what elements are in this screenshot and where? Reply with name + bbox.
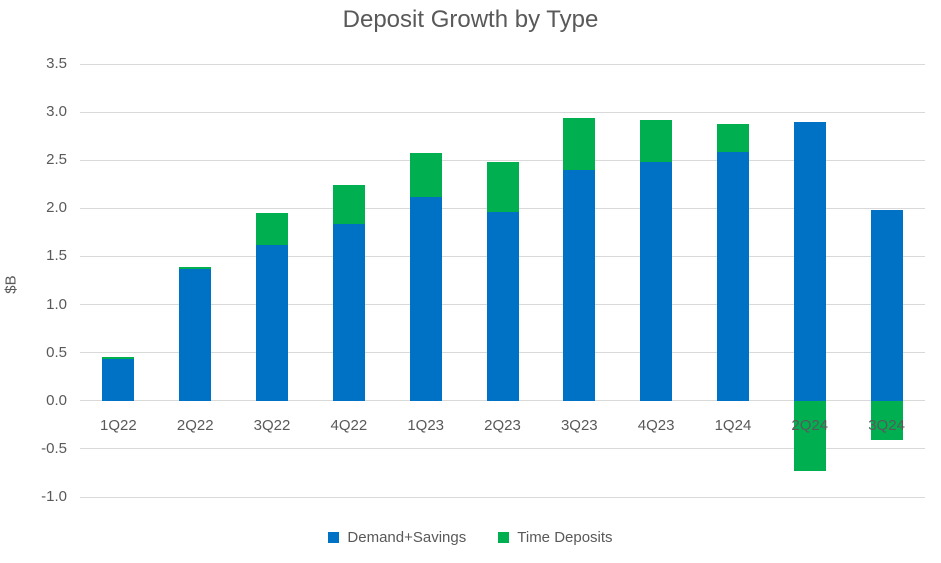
y-tick-label: 2.5 — [46, 151, 67, 169]
y-tick-label: -1.0 — [41, 488, 67, 505]
bar-segment-demand-savings — [486, 212, 519, 401]
x-tick-label: 2Q23 — [484, 416, 521, 434]
y-tick-label: -0.5 — [41, 439, 67, 457]
x-tick-label: 3Q24 — [868, 416, 905, 434]
x-tick-label: 1Q23 — [407, 416, 445, 434]
gridline — [80, 111, 925, 113]
bar-segment-demand-savings — [640, 162, 673, 401]
legend-swatch-icon — [328, 532, 340, 543]
bar-segment-time-deposits — [256, 213, 289, 245]
bar-segment-time-deposits — [563, 117, 596, 170]
bar-segment-demand-savings — [332, 223, 365, 401]
x-tick-label: 3Q22 — [253, 416, 291, 434]
legend-label: Time Deposits — [517, 529, 613, 546]
bar-segment-demand-savings — [179, 268, 212, 401]
bar-segment-time-deposits — [179, 267, 212, 269]
legend-swatch-icon — [498, 532, 510, 543]
gridline — [80, 400, 925, 402]
bar-segment-time-deposits — [640, 119, 673, 163]
legend-label: Demand+Savings — [347, 529, 467, 546]
y-tick-label: 1.0 — [46, 295, 67, 313]
x-tick-label: 2Q24 — [791, 416, 829, 434]
x-tick-label: 1Q24 — [714, 416, 752, 434]
bar-segment-time-deposits — [102, 357, 135, 360]
bar-segment-demand-savings — [716, 151, 749, 401]
x-tick-label: 3Q23 — [560, 416, 598, 434]
bar-segment-time-deposits — [332, 185, 365, 224]
bar-segment-demand-savings — [409, 196, 442, 401]
legend: Demand+Savings Time Deposits — [0, 529, 941, 546]
gridline — [80, 159, 925, 161]
bar-segment-time-deposits — [870, 400, 903, 441]
bar-segment-time-deposits — [409, 153, 442, 197]
bar-segment-demand-savings — [793, 121, 826, 401]
x-tick-label: 2Q22 — [176, 416, 214, 434]
y-tick-label: 3.0 — [46, 103, 67, 121]
legend-item-demand-savings: Demand+Savings — [328, 529, 466, 546]
gridline — [80, 63, 925, 65]
bar-segment-demand-savings — [870, 210, 903, 401]
x-tick-label: 1Q22 — [100, 416, 137, 434]
y-tick-label: 2.0 — [46, 199, 67, 217]
bar-segment-time-deposits — [716, 123, 749, 152]
y-tick-label: 3.5 — [46, 55, 67, 72]
x-tick-label: 4Q23 — [637, 416, 675, 434]
y-tick-label: 0.5 — [46, 343, 67, 361]
gridline — [80, 448, 925, 450]
bar-segment-demand-savings — [563, 169, 596, 401]
y-tick-label: 0.0 — [46, 391, 67, 409]
bar-segment-time-deposits — [793, 400, 826, 471]
bar-segment-demand-savings — [256, 244, 289, 401]
gridline — [80, 496, 925, 498]
legend-item-time-deposits: Time Deposits — [498, 529, 613, 546]
bar-segment-demand-savings — [102, 359, 135, 401]
chart-title: Deposit Growth by Type — [342, 6, 599, 33]
bar-segment-time-deposits — [486, 162, 519, 213]
x-tick-label: 4Q22 — [330, 416, 368, 434]
y-tick-label: 1.5 — [46, 247, 67, 265]
